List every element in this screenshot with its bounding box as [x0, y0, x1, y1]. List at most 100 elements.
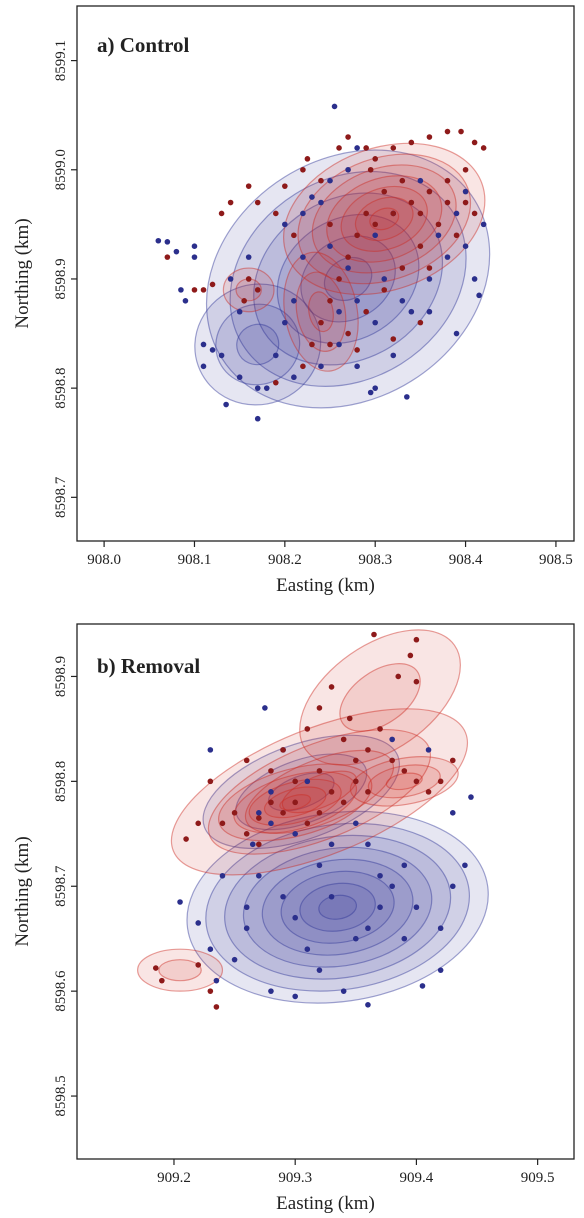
blue-data-point: [173, 248, 180, 255]
red-data-point: [389, 757, 395, 764]
red-data-point: [462, 166, 469, 173]
y-tick-label: 8598.7: [53, 865, 69, 907]
blue-data-point: [182, 297, 189, 304]
blue-data-point: [328, 893, 335, 900]
blue-data-point: [367, 389, 374, 396]
panel-control: 908.0 908.1 908.2 908.3 908.4 908.5 8598.7 8598…: [12, 5, 575, 596]
red-data-point: [282, 183, 288, 189]
blue-data-point: [200, 363, 207, 370]
blue-data-point: [353, 820, 359, 827]
y-axis-label: Northing (km): [12, 836, 33, 946]
y-tick-label: 8599.0: [53, 149, 69, 190]
blue-data-point: [292, 914, 298, 921]
blue-data-point: [243, 904, 250, 911]
red-data-point: [254, 287, 261, 293]
red-data-point: [209, 281, 216, 288]
blue-data-point: [365, 841, 371, 848]
red-data-point: [353, 757, 359, 764]
blue-data-point: [437, 925, 444, 932]
red-data-point: [372, 156, 379, 162]
x-tick-label: 909.3: [278, 1170, 312, 1186]
blue-data-point: [426, 308, 433, 315]
blue-data-point: [243, 925, 250, 932]
red-contour-0-level-0: [283, 142, 486, 296]
red-data-point: [300, 166, 306, 173]
y-tick-label: 8598.8: [53, 368, 69, 409]
plot-frame: [76, 623, 575, 1160]
blue-data-point: [245, 254, 252, 260]
x-tick-label: 908.2: [268, 552, 302, 568]
plot-frame: [76, 5, 575, 542]
blue-data-point: [280, 893, 286, 900]
blue-data-point: [336, 308, 342, 315]
blue-data-point: [453, 210, 460, 217]
red-contour-2-level-0: [222, 267, 275, 313]
x-tick-label: 909.4: [400, 1170, 434, 1186]
red-contour-4-level-1: [158, 959, 202, 982]
x-tick-label: 909.5: [521, 1170, 555, 1186]
blue-contour-0-level-2: [224, 834, 452, 980]
red-data-point: [336, 276, 342, 282]
blue-contour-0-level-2: [253, 192, 444, 366]
blue-data-point: [195, 920, 202, 926]
blue-data-point: [365, 1001, 371, 1008]
blue-data-point: [213, 977, 220, 984]
blue-data-point: [254, 415, 261, 422]
blue-data-point: [437, 967, 444, 973]
red-data-point: [273, 210, 279, 217]
blue-data-point: [291, 374, 297, 381]
blue-data-point: [408, 308, 415, 315]
blue-contour-0-level-1: [229, 170, 467, 387]
y-tick-label: 8598.9: [53, 258, 69, 299]
red-data-point: [345, 134, 351, 140]
red-data-point: [336, 145, 342, 151]
blue-data-point: [300, 210, 306, 217]
y-tick-label: 8599.1: [53, 40, 69, 81]
x-tick-label: 908.4: [449, 552, 483, 568]
blue-data-point: [345, 166, 351, 173]
blue-data-point: [200, 341, 207, 348]
blue-data-point: [227, 276, 234, 282]
blue-contour-0-level-4: [261, 858, 414, 956]
blue-data-point: [417, 177, 424, 184]
red-data-point: [426, 265, 433, 271]
blue-contour-1-level-2: [236, 323, 280, 366]
blue-data-point: [256, 810, 262, 816]
blue-data-point: [336, 341, 342, 348]
red-data-point: [377, 726, 383, 732]
blue-data-point: [419, 983, 426, 989]
red-data-point: [345, 330, 351, 337]
blue-data-point: [282, 319, 288, 326]
red-data-point: [316, 810, 323, 816]
red-data-point: [399, 265, 406, 271]
red-data-point: [243, 831, 250, 837]
blue-data-point: [316, 862, 323, 869]
red-data-point: [280, 810, 286, 816]
red-data-point: [304, 820, 311, 827]
red-data-point: [444, 199, 451, 206]
red-data-point: [426, 134, 433, 140]
red-data-point: [408, 139, 415, 146]
red-data-point: [401, 768, 408, 774]
red-contour-1-level-0: [283, 251, 359, 372]
blue-data-point: [327, 177, 333, 184]
red-data-point: [256, 841, 262, 848]
x-tick-label: 909.2: [157, 1170, 191, 1186]
blue-data-point: [372, 232, 379, 239]
red-data-point: [340, 736, 347, 743]
red-data-point: [316, 768, 323, 774]
blue-data-point: [327, 243, 333, 250]
red-points: [152, 631, 456, 1010]
y-axis-label: Northing (km): [12, 218, 33, 328]
blue-data-point: [372, 319, 379, 326]
red-data-point: [390, 210, 397, 217]
blue-data-point: [304, 778, 311, 785]
blue-data-point: [191, 243, 198, 250]
x-tick-label: 908.5: [539, 552, 573, 568]
red-data-point: [480, 145, 487, 151]
red-data-point: [280, 747, 286, 753]
y-tick-label: 8598.9: [53, 656, 69, 697]
blue-contour-0-level-5: [280, 870, 395, 944]
blue-contour-1-level-0: [202, 734, 401, 850]
red-data-point: [408, 199, 415, 206]
